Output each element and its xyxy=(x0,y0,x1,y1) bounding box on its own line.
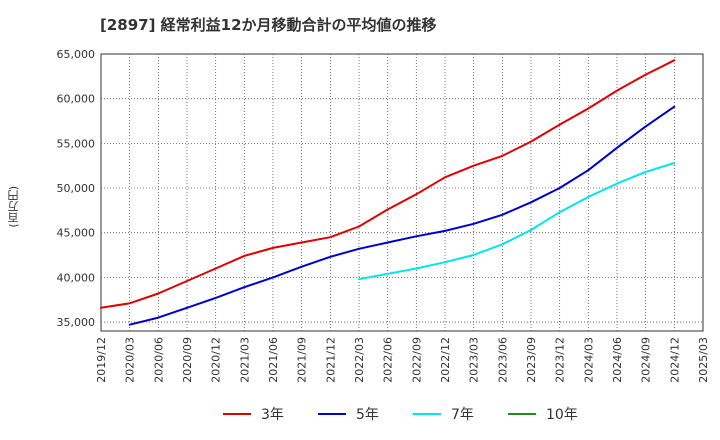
x-tick-label: 2023/09 xyxy=(525,337,538,383)
x-tick-label: 2024/03 xyxy=(582,337,595,383)
y-tick-label: 35,000 xyxy=(57,316,96,329)
series-line xyxy=(128,105,676,326)
x-tick-label: 2020/06 xyxy=(152,337,165,383)
legend-label: 5年 xyxy=(356,407,379,423)
series-line xyxy=(100,59,676,309)
y-tick-label: 45,000 xyxy=(57,227,96,240)
x-tick-label: 2020/12 xyxy=(210,337,223,383)
x-tick-label: 2021/09 xyxy=(296,337,309,383)
y-tick-label: 55,000 xyxy=(57,137,96,150)
x-tick-label: 2023/12 xyxy=(554,337,567,383)
x-tick-label: 2024/12 xyxy=(668,337,681,383)
legend-label: 7年 xyxy=(451,407,474,423)
x-tick-label: 2021/03 xyxy=(238,337,251,383)
x-tick-label: 2020/09 xyxy=(181,337,194,383)
x-tick-label: 2022/06 xyxy=(382,337,395,383)
x-tick-label: 2024/06 xyxy=(611,337,624,383)
x-tick-label: 2023/03 xyxy=(468,337,481,383)
x-tick-label: 2024/09 xyxy=(640,337,653,383)
y-tick-label: 65,000 xyxy=(57,48,96,61)
y-tick-label: 40,000 xyxy=(57,271,96,284)
x-tick-label: 2023/06 xyxy=(496,337,509,383)
x-tick-label: 2022/09 xyxy=(410,337,423,383)
x-tick-label: 2022/03 xyxy=(353,337,366,383)
x-tick-label: 2025/03 xyxy=(697,337,710,383)
series-line xyxy=(358,162,676,281)
legend-label: 3年 xyxy=(261,407,284,423)
y-tick-label: 50,000 xyxy=(57,182,96,195)
x-tick-label: 2021/06 xyxy=(267,337,280,383)
x-tick-label: 2022/12 xyxy=(439,337,452,383)
chart-title: [2897] 経常利益12か月移動合計の平均値の推移 xyxy=(100,16,437,34)
x-tick-label: 2019/12 xyxy=(95,337,108,383)
legend-label: 10年 xyxy=(546,407,578,423)
x-tick-label: 2021/12 xyxy=(324,337,337,383)
y-tick-label: 60,000 xyxy=(57,93,96,106)
x-tick-label: 2020/03 xyxy=(124,337,137,383)
plot-area xyxy=(100,53,704,332)
